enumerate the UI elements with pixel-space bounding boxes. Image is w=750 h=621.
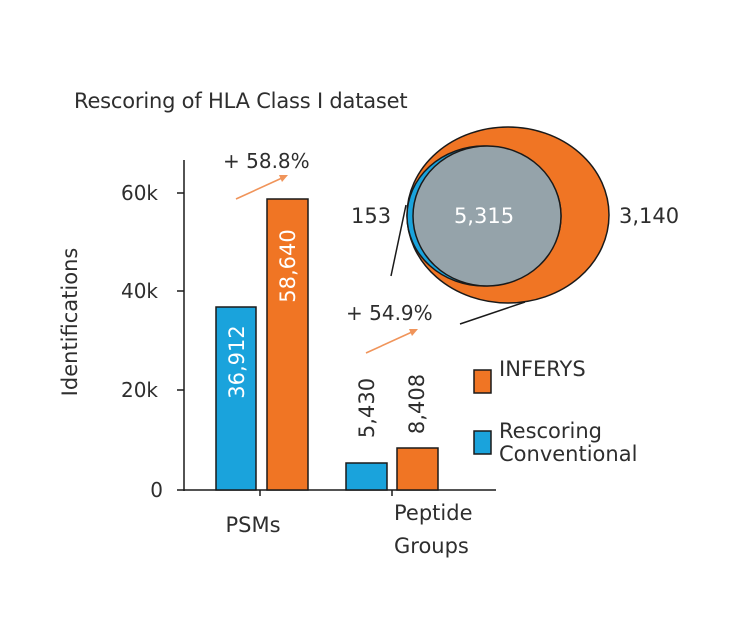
annotation-peptides-increase: + 54.9% <box>346 301 433 325</box>
venn-label-inferys-only: 3,140 <box>619 204 679 228</box>
bar-peptides-inferys <box>396 447 439 491</box>
x-category-peptide-line1: Peptide <box>394 501 472 525</box>
callout-line-right <box>459 301 526 325</box>
venn-label-shared: 5,315 <box>454 204 514 228</box>
x-category-psms: PSMs <box>225 513 280 537</box>
bar-label-psms-conventional: 36,912 <box>225 325 249 398</box>
legend-label-conventional-line2: Conventional <box>499 442 637 466</box>
callout-line-left <box>390 204 407 277</box>
legend-label-conventional-line1: Rescoring <box>499 419 602 443</box>
legend-swatch-conventional <box>473 430 492 455</box>
y-tick-20k: 20k <box>121 378 158 402</box>
arrow-icon <box>365 329 418 354</box>
venn-label-conventional-only: 153 <box>351 204 391 228</box>
bar-peptides-conventional <box>345 462 388 491</box>
legend-swatch-inferys <box>473 369 492 394</box>
arrow-icon <box>235 175 288 200</box>
legend-label-inferys: INFERYS <box>499 357 586 381</box>
y-axis <box>177 160 185 491</box>
y-tick-40k: 40k <box>121 279 158 303</box>
venn-shared <box>412 145 562 287</box>
annotation-psms-increase: + 58.8% <box>223 149 310 173</box>
bar-psms-conventional <box>215 306 257 491</box>
bar-label-psms-inferys: 58,640 <box>276 229 300 302</box>
bar-label-peptides-inferys: 8,408 <box>405 374 429 434</box>
x-category-peptide-line2: Groups <box>394 534 469 558</box>
venn-diagram <box>406 126 610 304</box>
bar-psms-inferys <box>266 198 309 491</box>
y-axis-label: Identifications <box>58 248 82 397</box>
y-tick-0: 0 <box>150 478 163 502</box>
legend: INFERYS Rescoring Conventional <box>473 357 637 466</box>
bar-label-peptides-conventional: 5,430 <box>355 378 379 438</box>
y-tick-60k: 60k <box>121 181 158 205</box>
x-axis <box>184 489 496 496</box>
chart-title: Rescoring of HLA Class I dataset <box>74 89 408 113</box>
